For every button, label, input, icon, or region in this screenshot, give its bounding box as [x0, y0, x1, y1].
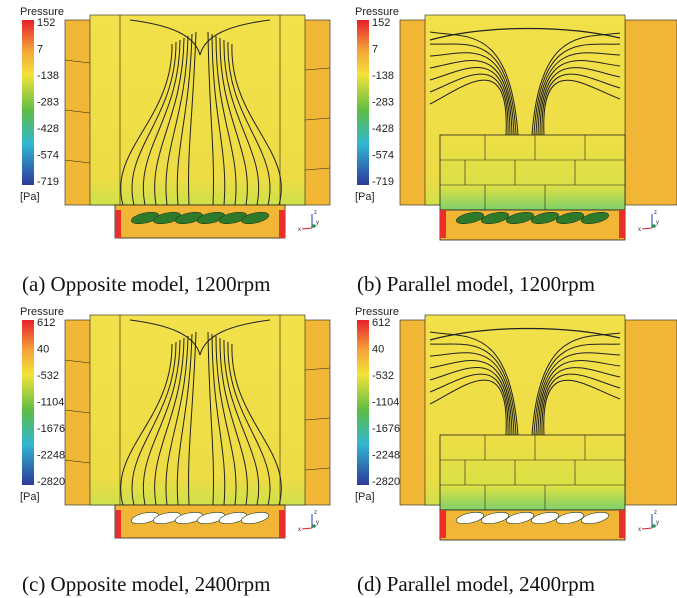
colorbar-tick-label: -574 — [372, 150, 394, 162]
colorbar-unit: [Pa] — [20, 191, 40, 203]
fan-edge — [115, 510, 121, 538]
colorbar-tick-label: -283 — [372, 97, 394, 109]
triad-label: x — [298, 227, 301, 233]
colorbar-tick-label: -2248 — [372, 450, 400, 462]
triad-label: x — [638, 227, 641, 233]
side-block — [625, 20, 677, 205]
colorbar-tick-label: -2248 — [37, 450, 65, 462]
axis-x — [642, 528, 652, 529]
side-block — [625, 320, 677, 505]
panel: Pressure61240-532-1104-1676-2248-2820[Pa… — [20, 306, 330, 596]
colorbar-tick-label: -719 — [37, 176, 59, 188]
colorbar-tick-label: 7 — [372, 44, 378, 56]
colorbar-tick-label: 612 — [372, 317, 390, 329]
colorbar-tick-label: 7 — [37, 44, 43, 56]
colorbar-tick-label: -283 — [37, 97, 59, 109]
colorbar-tick-label: 40 — [37, 344, 49, 356]
colorbar-tick-label: 152 — [37, 17, 55, 29]
fan-edge — [115, 210, 121, 238]
colorbar-tick-label: -1104 — [37, 397, 64, 409]
triad-label: z — [654, 510, 657, 516]
caption: (c) Opposite model, 2400rpm — [22, 572, 270, 596]
caption: (d) Parallel model, 2400rpm — [357, 572, 595, 596]
triad-label: z — [314, 210, 317, 216]
colorbar-tick-label: -532 — [37, 370, 59, 382]
fan-edge — [619, 510, 625, 538]
colorbar-unit: [Pa] — [355, 491, 375, 503]
triad-label: x — [298, 527, 301, 533]
colorbar-tick-label: -532 — [372, 370, 394, 382]
fan-edge — [440, 510, 446, 538]
colorbar-tick-label: 40 — [372, 344, 384, 356]
colorbar-tick-label: -1104 — [372, 397, 399, 409]
fan-edge — [279, 510, 285, 538]
panel: Pressure1527-138-283-428-574-719[Pa]zxy(… — [355, 6, 677, 296]
triad-label: y — [316, 520, 319, 526]
colorbar-tick-label: -719 — [372, 176, 394, 188]
colorbar-tick-label: -1676 — [372, 423, 400, 435]
fan-edge — [440, 210, 446, 238]
figure: Pressure1527-138-283-428-574-719[Pa]zxy(… — [0, 0, 677, 598]
lower-box — [440, 135, 625, 210]
axis-x — [302, 228, 312, 229]
panel: Pressure61240-532-1104-1676-2248-2820[Pa… — [355, 306, 677, 596]
colorbar — [22, 20, 34, 185]
caption: (b) Parallel model, 1200rpm — [357, 272, 595, 296]
triad-label: z — [314, 510, 317, 516]
colorbar-tick-label: -1676 — [37, 423, 65, 435]
colorbar-tick-label: -574 — [37, 150, 59, 162]
colorbar-tick-label: -2820 — [37, 476, 65, 488]
colorbar-tick-label: -428 — [37, 123, 59, 135]
triad-label: y — [316, 220, 319, 226]
colorbar — [22, 320, 34, 485]
colorbar-tick-label: -138 — [37, 70, 59, 82]
triad-label: y — [656, 520, 659, 526]
colorbar-unit: [Pa] — [20, 491, 40, 503]
colorbar-tick-label: -138 — [372, 70, 394, 82]
colorbar-tick-label: 152 — [372, 17, 390, 29]
colorbar — [357, 20, 369, 185]
panel: Pressure1527-138-283-428-574-719[Pa]zxy(… — [20, 6, 330, 296]
triad-label: x — [638, 527, 641, 533]
colorbar-tick-label: -2820 — [372, 476, 400, 488]
colorbar — [357, 320, 369, 485]
fan-edge — [279, 210, 285, 238]
colorbar-tick-label: -428 — [372, 123, 394, 135]
triad-label: z — [654, 210, 657, 216]
axis-x — [302, 528, 312, 529]
caption: (a) Opposite model, 1200rpm — [22, 272, 270, 296]
triad-label: y — [656, 220, 659, 226]
fan-edge — [619, 210, 625, 238]
axis-x — [642, 228, 652, 229]
colorbar-unit: [Pa] — [355, 191, 375, 203]
lower-box — [440, 435, 625, 510]
colorbar-tick-label: 612 — [37, 317, 55, 329]
